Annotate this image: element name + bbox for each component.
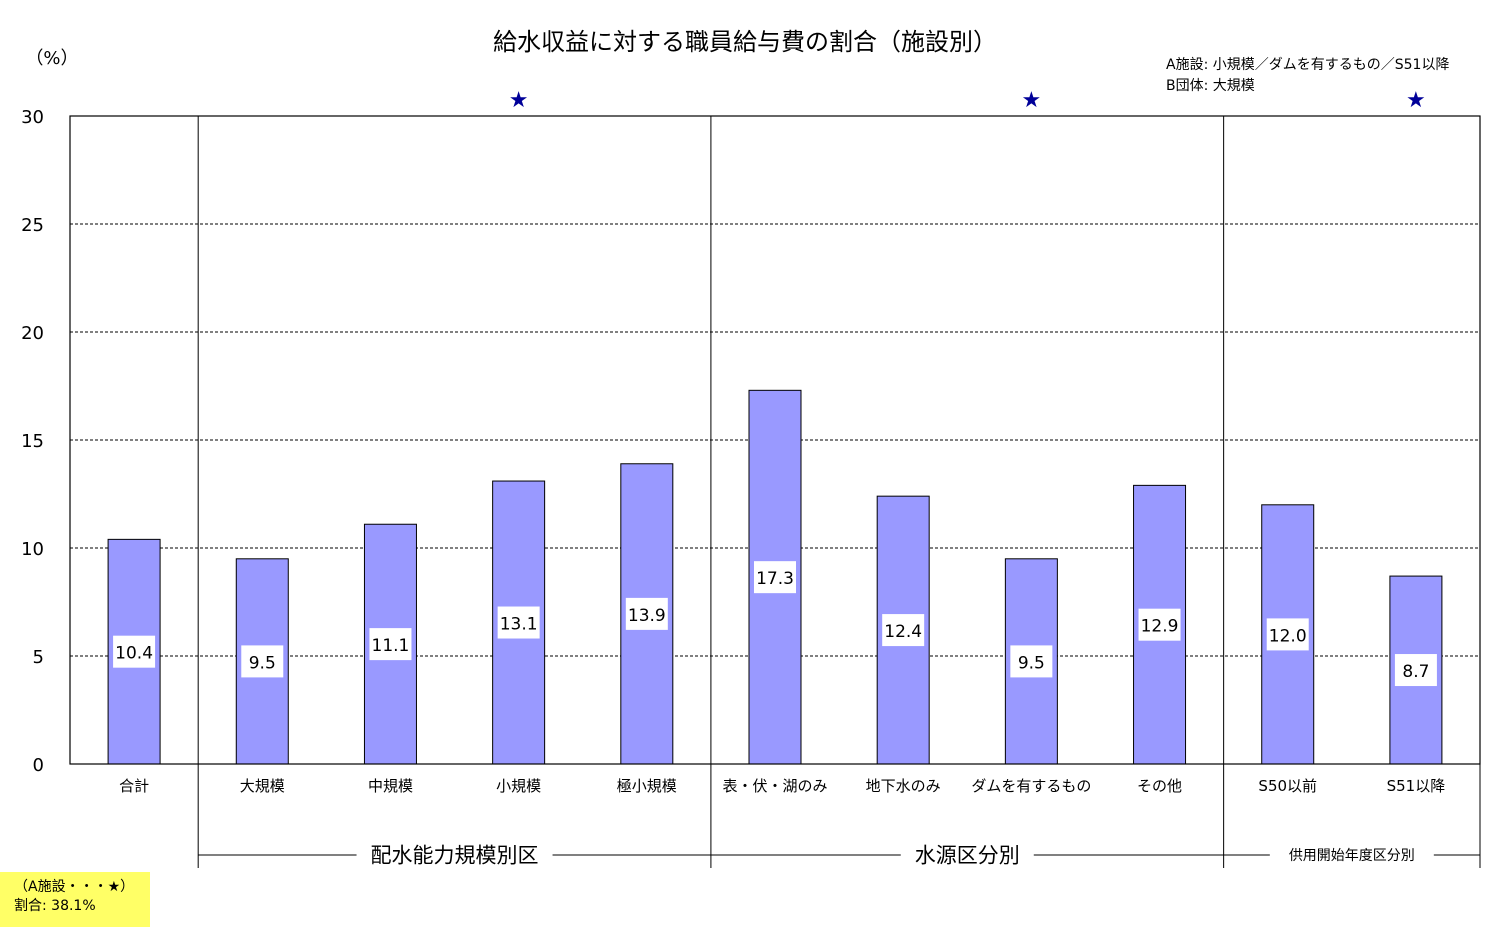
y-tick-label: 15	[21, 431, 44, 452]
group-labels: 配水能力規模別区 水源区分別 供用開始年度区分別	[198, 844, 1480, 868]
data-label-box	[1394, 654, 1437, 687]
star-marker: ★	[1406, 88, 1426, 113]
x-tick-label: 中規模	[368, 777, 413, 795]
star-marker: ★	[509, 88, 529, 113]
data-label: 13.1	[500, 615, 538, 635]
data-label-box	[497, 606, 540, 639]
y-tick-label: 20	[21, 323, 44, 344]
y-axis-unit-label: （%）	[25, 48, 78, 69]
star-markers: ★ ★ ★	[509, 88, 1426, 113]
bars: 10.4 9.5 11.1 13.1 13.9 17.3 12.4 9.5 12.9 12.0 8.…	[107, 389, 1443, 765]
x-tick-label: 合計	[119, 777, 149, 795]
group-label: 供用開始年度区分別	[1289, 848, 1415, 864]
data-label-box	[1138, 608, 1181, 641]
x-tick-label: その他	[1137, 777, 1182, 795]
group-label: 水源区分別	[915, 844, 1020, 868]
x-tick-label: 大規模	[240, 777, 285, 795]
data-label-box	[1266, 618, 1309, 651]
data-label: 12.0	[1269, 626, 1307, 646]
y-tick-label: 0	[33, 755, 44, 776]
x-tick-label: 極小規模	[617, 777, 677, 795]
data-label-box	[1010, 645, 1053, 678]
data-label: 9.5	[249, 653, 276, 673]
data-label: 12.9	[1141, 617, 1179, 637]
group-label: 配水能力規模別区	[371, 844, 539, 868]
plot-border	[69, 115, 1481, 765]
data-label-box	[369, 628, 412, 661]
x-tick-label: 地下水のみ	[866, 777, 941, 795]
y-tick-label: 5	[33, 647, 44, 668]
star-marker: ★	[1021, 88, 1041, 113]
data-label: 8.7	[1402, 662, 1429, 682]
data-label-box	[882, 614, 925, 647]
legend-note-line-a: A施設: 小規模／ダムを有するもの／S51以降	[1166, 57, 1450, 73]
data-label: 13.9	[628, 606, 666, 626]
legend-note-line-b: B団体: 大規模	[1166, 78, 1255, 94]
x-tick-label: ダムを有するもの	[971, 777, 1091, 795]
y-tick-label: 10	[21, 539, 44, 560]
y-ticks: 0 5 10 15 20 25 30	[21, 107, 44, 776]
x-tick-label: 表・伏・湖のみ	[722, 777, 827, 795]
note-box-line-2: 割合: 38.1%	[14, 898, 96, 914]
data-label-box	[625, 597, 668, 630]
data-label: 12.4	[884, 622, 922, 642]
x-tick-label: S51以降	[1387, 777, 1446, 795]
x-tick-label: S50以前	[1258, 777, 1317, 795]
data-label: 9.5	[1018, 653, 1045, 673]
data-label: 10.4	[115, 644, 153, 664]
y-tick-label: 25	[21, 215, 44, 236]
data-label-box	[113, 635, 156, 668]
x-category-labels: 合計 大規模 中規模 小規模 極小規模 表・伏・湖のみ 地下水のみ ダムを有するもの その他 S5…	[119, 777, 1445, 795]
data-label-box	[754, 561, 796, 594]
y-tick-label: 30	[21, 107, 44, 128]
note-box: （A施設・・・★） 割合: 38.1%	[0, 872, 150, 927]
data-label-box	[241, 645, 284, 678]
data-label: 17.3	[756, 569, 794, 589]
note-box-line-1: （A施設・・・★）	[14, 879, 135, 895]
x-tick-label: 小規模	[496, 777, 541, 795]
chart-title: 給水収益に対する職員給与費の割合（施設別）	[493, 28, 997, 56]
plot-frame	[69, 115, 1481, 868]
data-label: 11.1	[372, 636, 410, 656]
legend-note: A施設: 小規模／ダムを有するもの／S51以降 B団体: 大規模	[1166, 55, 1449, 97]
